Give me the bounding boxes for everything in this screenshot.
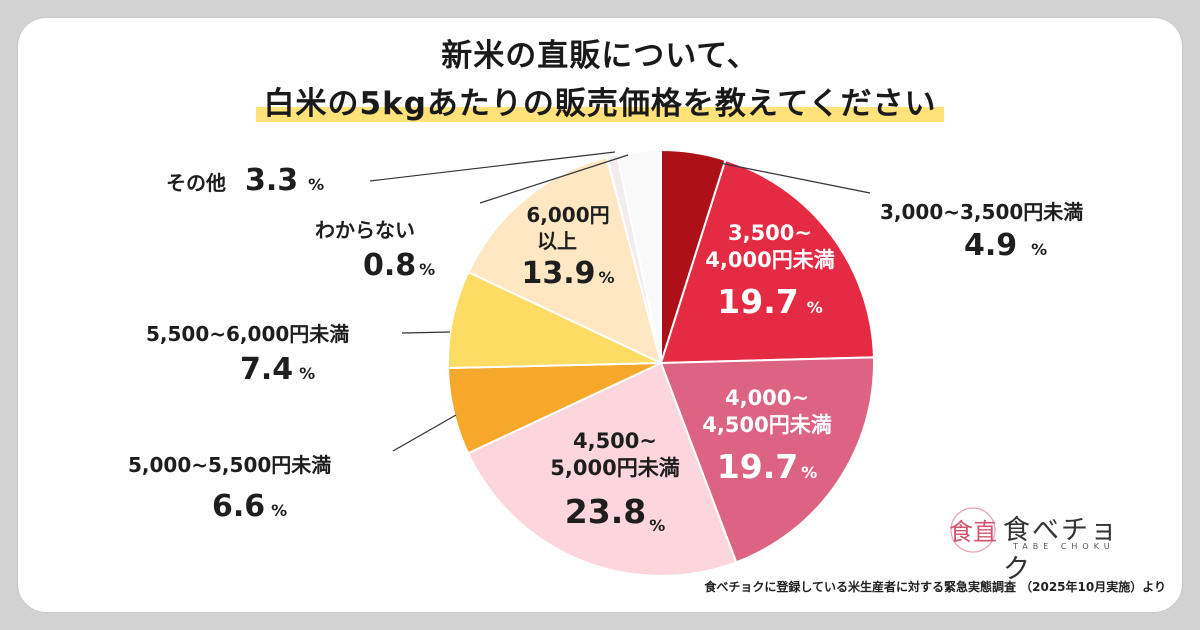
label-6000-plus-value: 13.9 — [521, 256, 596, 291]
leader-line-5000 — [392, 414, 457, 452]
pie-slice-1 — [659, 158, 875, 365]
label-3500-4000: 3,500~ 4,000円未満 19.7% — [705, 220, 834, 323]
label-5500-6000-value: 7.4 — [240, 352, 294, 387]
label-3000-3500-name: 3,000~3,500円未満 — [880, 200, 1084, 224]
label-4500-5000-line2: 5,000円未満 — [550, 456, 680, 481]
label-3500-4000-line1: 3,500~ — [727, 221, 813, 245]
chart-title-line2: 白米の5kgあたりの販売価格を教えてください — [0, 78, 1200, 123]
label-unknown: わからない 0.8% — [315, 218, 435, 285]
pie-slices — [447, 148, 875, 577]
leader-lines — [369, 151, 871, 452]
label-4000-4500-line2: 4,500円未満 — [702, 413, 832, 438]
label-3500-4000-pct: % — [806, 297, 823, 317]
label-other-value: 3.3 — [244, 163, 299, 198]
logo-mark-text: 食直 — [949, 518, 997, 546]
source-note: 食べチョクに登録している米生産者に対する緊急実態調査 （2025年10月実施）よ… — [704, 580, 1166, 594]
pie-slice-3 — [466, 361, 738, 577]
chart-title-line1: 新米の直販について、 — [441, 38, 759, 74]
label-unknown-pct: % — [419, 260, 436, 279]
logo-subtext: TABE CHOKU — [1013, 542, 1115, 551]
pie-slice-2 — [659, 356, 875, 564]
label-3000-3500-pct: % — [1031, 240, 1048, 259]
leader-line-unknown — [479, 154, 629, 204]
label-5000-5500-value: 6.6 — [212, 489, 266, 524]
label-5000-5500-pct: % — [271, 501, 288, 520]
label-4500-5000: 4,500~ 5,000円未満 23.8% — [550, 428, 679, 536]
label-3000-3500: 3,000~3,500円未満 4.9% — [880, 200, 1083, 265]
leader-line-other — [369, 151, 616, 182]
logo-text: 食べチョク — [1003, 515, 1119, 585]
label-5500-6000: 5,500~6,000円未満 7.4% — [146, 322, 349, 389]
label-3000-3500-value: 4.9 — [964, 228, 1018, 263]
leader-line-3000 — [719, 162, 871, 194]
label-5000-5500-name: 5,000~5,500円未満 — [128, 453, 332, 477]
label-5000-5500: 5,000~5,500円未満 6.6% — [128, 453, 331, 526]
label-other: その他 3.3% — [166, 162, 324, 200]
label-5500-6000-pct: % — [299, 364, 316, 383]
label-4500-5000-value: 23.8 — [564, 491, 647, 531]
leader-line-5500 — [401, 331, 451, 334]
label-6000-plus-line2: 以上 — [537, 229, 577, 253]
pie-slice-6 — [467, 155, 663, 365]
label-other-pct: % — [308, 175, 325, 194]
label-6000-plus-line1: 6,000円 — [526, 203, 610, 227]
label-5500-6000-name: 5,500~6,000円未満 — [146, 322, 350, 346]
label-6000-plus: 6,000円 以上 13.9% — [521, 202, 614, 293]
label-unknown-value: 0.8 — [363, 248, 417, 283]
label-4000-4500-value: 19.7 — [716, 446, 799, 486]
label-other-name: その他 — [166, 171, 226, 195]
label-4500-5000-pct: % — [649, 515, 666, 535]
label-6000-plus-pct: % — [598, 268, 615, 287]
pie-slice-8 — [616, 148, 662, 364]
tabechoku-logo-mark: 食直 — [949, 507, 997, 553]
label-unknown-name: わからない — [315, 218, 415, 242]
label-4500-5000-line1: 4,500~ — [572, 429, 658, 453]
label-4000-4500-line1: 4,000~ — [724, 386, 810, 410]
label-3500-4000-line2: 4,000円未満 — [705, 248, 835, 273]
chart-title-highlight: 白米の5kgあたりの販売価格を教えてください — [255, 86, 945, 122]
label-3500-4000-value: 19.7 — [717, 281, 799, 321]
label-4000-4500-pct: % — [801, 462, 818, 482]
label-4000-4500: 4,000~ 4,500円未満 19.7% — [702, 385, 831, 488]
tabechoku-logo: 食直 食べチョク TABE CHOKU — [945, 502, 1145, 585]
pie-slice-5 — [447, 270, 662, 370]
